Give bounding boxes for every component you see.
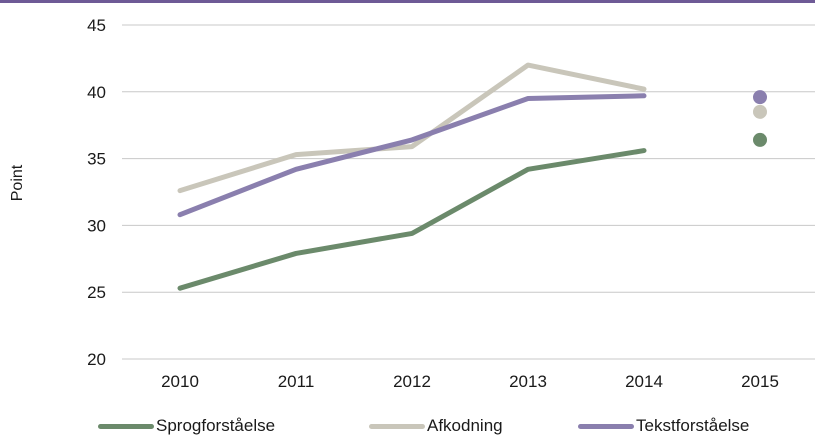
legend-label-tekstforstaaelse: Tekstforståelse (636, 416, 750, 435)
y-tick-labels: 20 25 30 35 40 45 (87, 16, 106, 369)
y-tick-20: 20 (87, 350, 106, 369)
x-tick-2014: 2014 (625, 372, 663, 391)
line-chart: 20 25 30 35 40 45 2010 2011 2012 2013 2014 2015 Po… (9, 16, 815, 391)
x-tick-labels: 2010 2011 2012 2013 2014 2015 (161, 372, 779, 391)
y-axis-label: Point (9, 164, 26, 201)
legend-swatch-sprogforstaaelse (98, 423, 154, 429)
legend-item-tekstforstaaelse: Tekstforståelse (578, 414, 749, 438)
y-tick-40: 40 (87, 83, 106, 102)
legend-item-sprogforstaaelse: Sprogforståelse (98, 414, 275, 438)
x-tick-2015: 2015 (741, 372, 779, 391)
y-tick-30: 30 (87, 216, 106, 235)
legend-label-afkodning: Afkodning (427, 416, 503, 435)
marker-2015-1 (753, 104, 767, 119)
series-line-0 (177, 148, 647, 291)
x-tick-2013: 2013 (509, 372, 547, 391)
series-lines (177, 62, 647, 291)
series-line-2 (177, 93, 647, 218)
marker-2015-2 (753, 90, 767, 105)
legend: Sprogforståelse Afkodning Tekstforståels… (0, 414, 815, 438)
series-line-1 (177, 62, 647, 194)
y-tick-35: 35 (87, 150, 106, 169)
legend-swatch-tekstforstaaelse (578, 423, 634, 429)
x-tick-2010: 2010 (161, 372, 199, 391)
marker-2015-0 (753, 132, 767, 147)
y-tick-45: 45 (87, 16, 106, 35)
top-rule (0, 0, 815, 3)
grid-lines (122, 24, 815, 360)
legend-label-sprogforstaaelse: Sprogforståelse (156, 416, 276, 435)
x-tick-2011: 2011 (278, 372, 315, 391)
legend-swatch-afkodning (369, 423, 425, 429)
y-tick-25: 25 (87, 283, 106, 302)
legend-item-afkodning: Afkodning (369, 414, 503, 438)
x-tick-2012: 2012 (393, 372, 431, 391)
markers-2015 (753, 90, 767, 147)
